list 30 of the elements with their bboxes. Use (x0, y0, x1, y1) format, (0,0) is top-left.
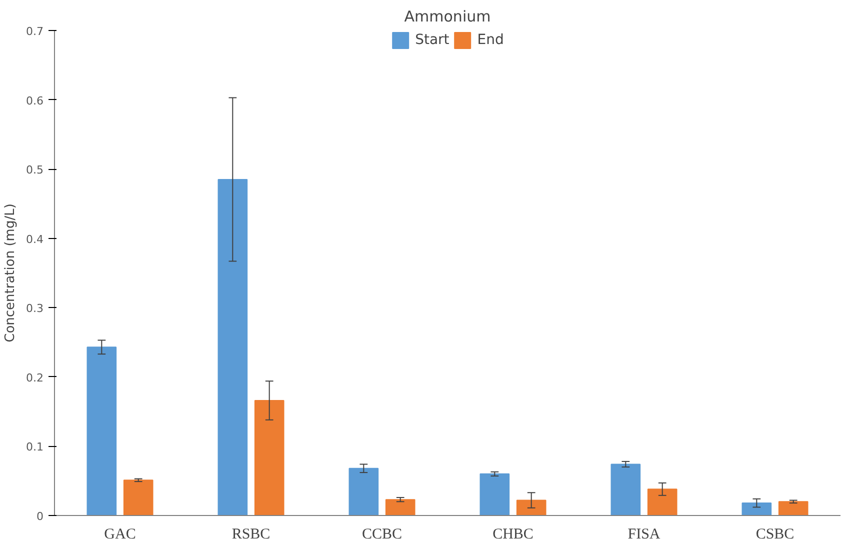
legend-label: Start (415, 32, 450, 48)
x-tick-label: RSBC (232, 526, 270, 542)
bar (778, 501, 808, 516)
bar (610, 464, 641, 516)
x-tick-label: CCBC (362, 526, 402, 542)
bar (218, 178, 248, 516)
y-tick-label: 0.4 (26, 232, 44, 246)
bar (86, 346, 117, 516)
chart-title: Ammonium (404, 8, 491, 26)
x-tick-label: CHBC (492, 526, 534, 542)
y-axis-title: Concentration (mg/L) (3, 204, 18, 342)
bar (348, 468, 379, 516)
y-tick-label: 0.2 (26, 371, 44, 384)
bar (123, 480, 154, 516)
legend-label: End (477, 32, 504, 48)
bar (254, 400, 284, 516)
bar (480, 473, 510, 516)
x-tick-label: GAC (104, 526, 136, 542)
x-tick-label: CSBC (756, 526, 794, 542)
y-tick-label: 0.3 (26, 302, 44, 316)
bar (742, 502, 772, 516)
y-tick-label: 0.1 (26, 440, 44, 454)
bar (385, 499, 416, 516)
y-tick-label: 0.5 (26, 164, 44, 177)
y-tick-label: 0.7 (26, 25, 44, 38)
bar (647, 488, 678, 516)
y-tick-label: 0.6 (26, 94, 44, 108)
x-tick-label: FISA (628, 526, 660, 542)
bar (516, 500, 546, 516)
y-tick-label: 0 (36, 510, 44, 523)
